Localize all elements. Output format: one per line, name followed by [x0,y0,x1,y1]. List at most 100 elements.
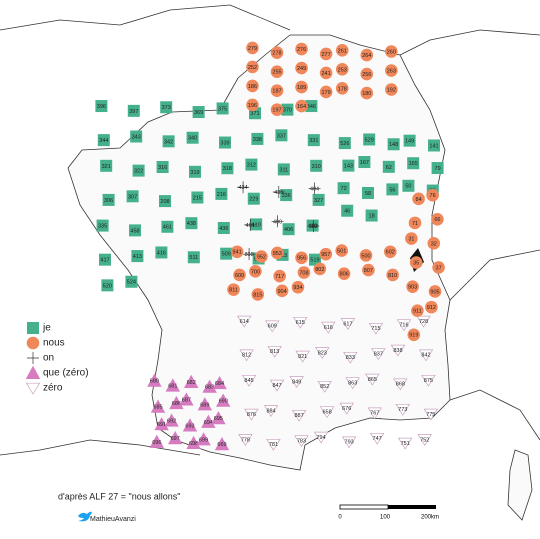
point: 76 [426,188,439,202]
symbol-je [337,182,350,195]
symbol-nous [337,267,351,281]
symbol-je [277,163,290,176]
point: 683 [202,379,217,393]
symbol-je [358,156,371,169]
point: 821 [295,350,310,363]
symbol-zero [25,382,41,395]
legend-label: nous [43,338,65,349]
symbol-zero [393,378,408,391]
point: 903 [406,280,419,293]
symbol-nous [246,79,259,93]
symbol-que [25,365,41,379]
point-label: 529 [365,137,374,143]
point-label: 279 [248,46,257,52]
coast-uk [0,4,291,31]
symbol-zero [367,407,382,420]
border-north [399,29,540,56]
point: 434 [237,181,250,194]
symbol-que [149,434,164,448]
symbol-nous [386,268,399,282]
point-label: 375 [218,106,227,112]
point: 838 [390,344,406,357]
point: 823 [315,347,330,359]
symbol-je [403,134,416,147]
point: 167 [358,156,371,169]
symbol-que [147,373,162,387]
point: 327 [312,193,325,206]
point: 697 [168,431,183,445]
point-label: 32 [431,241,437,247]
point: 509 [220,247,233,260]
symbol-je [125,275,138,288]
point-label: 793 [345,440,354,446]
symbol-je [386,183,399,196]
point: 811 [227,283,240,296]
point: 529 [363,133,376,146]
symbol-je [363,133,376,146]
point: 72 [337,182,350,195]
symbol-zero [293,316,308,329]
point-label: 178 [338,86,347,92]
point-label: 165 [409,161,418,167]
symbol-je [402,179,415,192]
point: 716 [396,319,412,332]
point-label: 339 [220,140,229,146]
point-label: 229 [249,197,258,203]
point-label: 680 [150,379,159,385]
point-label: 902 [309,224,318,230]
symbol-nous [360,48,374,62]
point-label: 31 [408,236,414,242]
symbol-je [251,132,264,145]
symbol-zero [265,320,280,333]
symbol-nous [426,188,439,202]
symbol-je [217,221,230,234]
border-spain [0,439,201,456]
symbol-que [154,417,169,431]
symbol-nous [409,256,423,269]
point-label: 904 [277,289,286,295]
point: 747 [369,432,385,445]
symbol-zero [390,344,406,357]
point: 781 [266,438,281,451]
symbol-on [244,218,257,231]
symbol-nous [295,80,308,94]
point-label: 690 [219,399,228,405]
symbol-nous [295,99,308,113]
point: 526 [338,137,351,150]
point-label: 778 [241,437,250,443]
point: 279 [246,41,259,55]
point-label: 338 [253,137,262,143]
borders [0,4,540,456]
point-label: 344 [99,138,108,144]
point-label: 416 [157,250,166,256]
symbol-je [185,217,198,230]
legend-label: on [43,353,54,364]
point-label: 806 [340,272,349,278]
symbol-zero [395,403,410,416]
point: 615 [293,316,308,329]
point: 865 [365,373,380,386]
point-label: 526 [340,141,349,147]
point: 956 [295,251,308,265]
point-label: 747 [373,436,382,442]
symbol-nous [270,103,284,116]
legend-label: zéro [43,383,63,394]
point-label: 692 [167,419,176,425]
point-label: 306 [104,198,113,204]
point: 773 [395,403,410,416]
point-label: 794 [316,435,325,441]
symbol-nous [411,304,424,318]
points: 614 609 615 616 617 715 716 728 812 813 821 823 833 8… [95,41,445,451]
point: 609 [265,320,280,333]
symbol-je [132,164,145,177]
symbol-je [275,129,288,142]
point-label: 260 [387,49,396,55]
point-label: 700 [251,269,260,275]
symbol-zero [294,435,309,448]
symbol-que [216,393,231,407]
symbol-nous [291,280,305,294]
point: 438 [185,217,198,230]
point-label: 687 [182,397,191,403]
point: 322 [132,164,145,177]
symbol-que [214,437,230,451]
